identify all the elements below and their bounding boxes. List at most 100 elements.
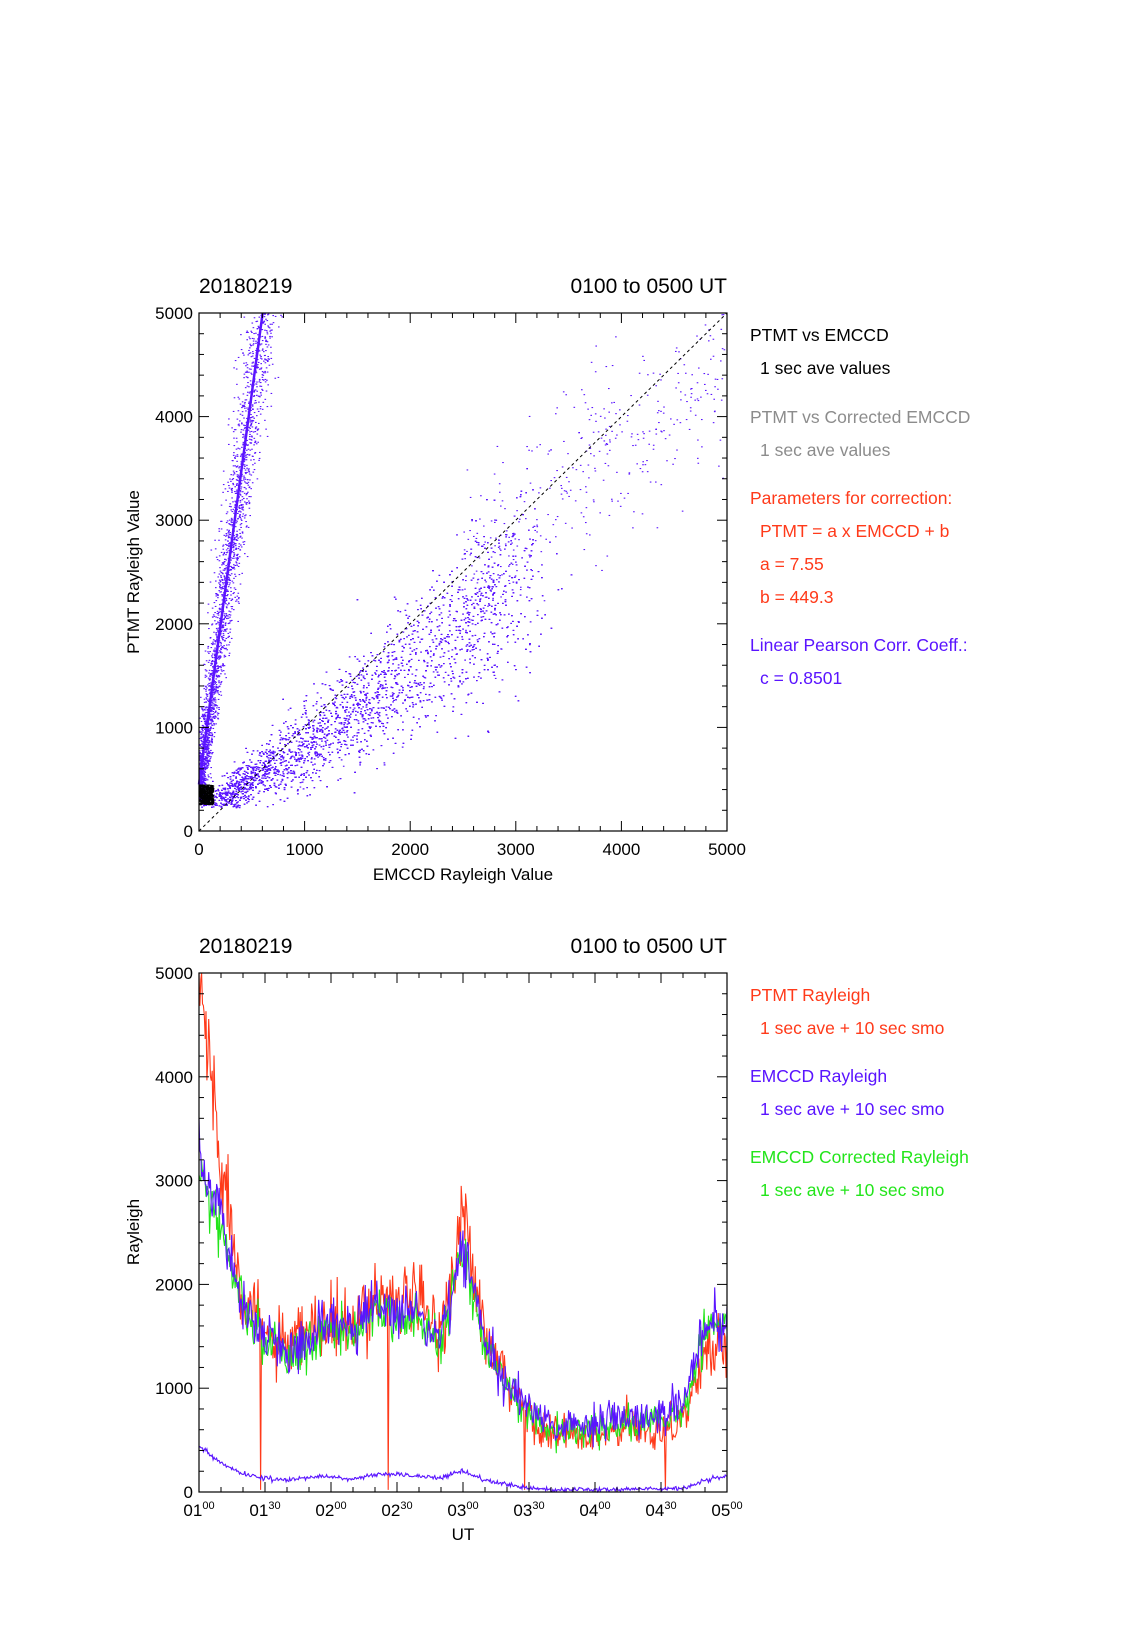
scatter-point bbox=[209, 757, 212, 759]
scatter-point bbox=[234, 492, 237, 494]
scatter-point bbox=[255, 372, 258, 374]
scatter-point bbox=[218, 666, 220, 668]
scatter-point bbox=[211, 737, 213, 739]
scatter-point bbox=[259, 396, 261, 398]
scatter-point bbox=[239, 466, 241, 468]
scatter-point bbox=[216, 593, 218, 595]
scatter-point bbox=[247, 469, 250, 471]
scatter-point bbox=[260, 343, 263, 345]
scatter-point bbox=[215, 684, 218, 686]
scatter-point bbox=[202, 736, 205, 738]
scatter-point bbox=[501, 574, 503, 576]
scatter-point bbox=[241, 422, 243, 424]
scatter-point bbox=[214, 620, 216, 622]
scatter-point bbox=[209, 759, 211, 761]
scatter-point bbox=[254, 440, 257, 442]
scatter-point bbox=[225, 513, 228, 515]
scatter-point bbox=[213, 693, 215, 695]
scatter-point bbox=[231, 491, 233, 493]
scatter-point bbox=[206, 732, 209, 734]
scatter-point bbox=[213, 717, 216, 719]
scatter-point bbox=[224, 601, 226, 603]
scatter-point bbox=[241, 480, 243, 482]
scatter-point bbox=[236, 520, 238, 522]
scatter-point bbox=[214, 612, 216, 614]
scatter-point bbox=[260, 363, 262, 365]
scatter-point bbox=[234, 504, 237, 506]
scatter-point bbox=[232, 545, 235, 547]
scatter-point bbox=[233, 564, 235, 566]
scatter-point bbox=[208, 733, 211, 735]
scatter-point bbox=[220, 603, 223, 605]
scatter-point bbox=[246, 493, 248, 495]
scatter-point bbox=[215, 681, 217, 683]
scatter-point bbox=[243, 406, 246, 408]
scatter-point bbox=[215, 669, 218, 671]
scatter-point bbox=[200, 740, 203, 742]
scatter-point bbox=[236, 483, 238, 485]
scatter-point bbox=[222, 665, 224, 667]
scatter-point bbox=[205, 740, 207, 742]
scatter-point bbox=[247, 377, 249, 379]
scatter-point bbox=[228, 529, 230, 531]
scatter-point bbox=[352, 739, 354, 741]
scatter-point bbox=[226, 511, 229, 513]
scatter-point bbox=[253, 338, 255, 340]
scatter-point bbox=[232, 478, 235, 480]
scatter-point bbox=[250, 435, 253, 437]
scatter-point bbox=[204, 748, 207, 750]
scatter-point bbox=[224, 539, 227, 541]
scatter-point bbox=[236, 554, 238, 556]
scatter-point bbox=[210, 740, 212, 742]
scatter-point bbox=[237, 620, 239, 622]
scatter-point bbox=[287, 709, 290, 711]
scatter-point bbox=[342, 765, 345, 767]
scatter-point bbox=[229, 614, 232, 616]
scatter-point bbox=[222, 619, 224, 621]
scatter-point bbox=[230, 573, 233, 575]
scatter-point bbox=[214, 691, 217, 693]
scatter-point bbox=[259, 435, 262, 437]
scatter-point bbox=[252, 431, 255, 433]
scatter-point bbox=[207, 766, 209, 768]
scatter-point bbox=[222, 594, 224, 596]
scatter-point bbox=[215, 704, 217, 706]
scatter-point bbox=[225, 597, 227, 599]
scatter-point bbox=[254, 428, 257, 430]
scatter-point bbox=[253, 469, 256, 471]
scatter-point bbox=[228, 652, 231, 654]
scatter-point bbox=[213, 686, 216, 688]
scatter-point bbox=[235, 557, 237, 559]
scatter-point bbox=[240, 349, 243, 351]
scatter-point bbox=[213, 707, 215, 709]
scatter-point bbox=[211, 708, 214, 710]
scatter-point bbox=[240, 546, 243, 548]
scatter-point bbox=[218, 612, 220, 614]
scatter-point bbox=[246, 482, 249, 484]
scatter-point bbox=[210, 549, 213, 551]
scatter-point bbox=[238, 574, 241, 576]
scatter-point bbox=[204, 709, 206, 711]
scatter-point bbox=[204, 775, 207, 777]
scatter-point bbox=[206, 736, 209, 738]
scatter-point bbox=[202, 794, 205, 796]
scatter-point bbox=[241, 475, 243, 477]
scatter-point bbox=[236, 558, 238, 560]
scatter-time-range: 0100 to 0500 UT bbox=[571, 275, 728, 298]
scatter-point bbox=[249, 431, 251, 433]
scatter-point bbox=[222, 639, 224, 641]
scatter-point bbox=[248, 438, 251, 440]
scatter-point bbox=[200, 738, 202, 740]
scatter-point bbox=[222, 621, 224, 623]
scatter-point bbox=[252, 464, 254, 466]
scatter-point bbox=[240, 482, 243, 484]
scatter-point bbox=[204, 763, 207, 765]
scatter-point bbox=[238, 546, 240, 548]
scatter-point bbox=[249, 343, 252, 345]
scatter-point bbox=[207, 738, 209, 740]
scatter-point bbox=[264, 419, 266, 421]
scatter-point bbox=[207, 677, 210, 679]
scatter-point bbox=[209, 691, 211, 693]
scatter-point bbox=[251, 775, 253, 777]
scatter-point bbox=[250, 368, 252, 370]
